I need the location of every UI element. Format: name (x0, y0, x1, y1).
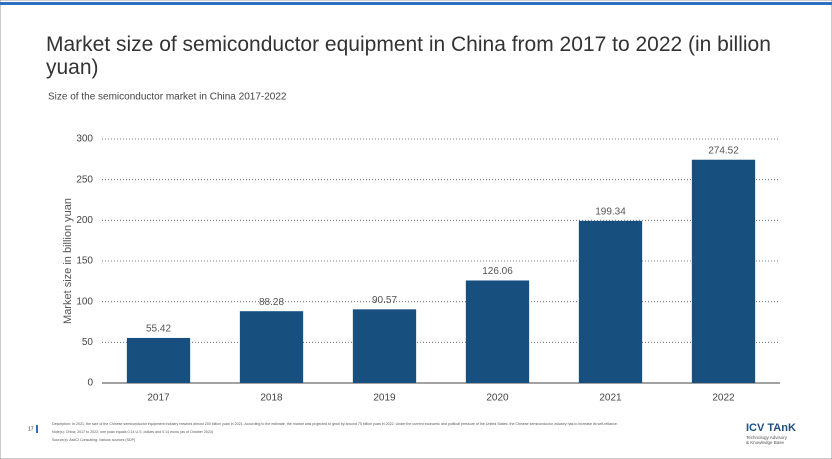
plot: 0 50 100 150 200 250 300 2017 55.42 2018 88.28 2019… (76, 134, 780, 404)
bar (578, 220, 643, 383)
bar (239, 311, 304, 383)
x-tick-label: 2019 (373, 393, 396, 404)
chart-subtitle: Size of the semiconductor market in Chin… (48, 92, 287, 103)
data-label: 55.42 (146, 324, 171, 335)
y-tick-label: 300 (76, 134, 93, 145)
data-label: 274.52 (708, 145, 739, 156)
x-tick-label: 2022 (712, 393, 735, 404)
top-rule (0, 2, 832, 5)
data-label: 90.57 (372, 295, 397, 306)
y-tick-label: 50 (82, 337, 94, 348)
x-tick-label: 2017 (147, 393, 170, 404)
logo-subtitle: & Knowledge Base (746, 440, 785, 445)
bar (465, 280, 530, 383)
y-axis-label: Market size in billion yuan (62, 198, 74, 324)
y-tick-label: 100 (76, 296, 93, 307)
page-number: 17 (28, 426, 34, 432)
y-tick-label: 150 (76, 256, 93, 267)
bar (691, 159, 756, 383)
footer-source: Source(s): AskCI Consulting; Various sou… (52, 438, 136, 442)
footer-note: Note(s): China; 2017 to 2022; one yuan e… (52, 430, 214, 434)
x-tick-label: 2018 (260, 393, 283, 404)
logo: ICV TAnK (746, 422, 796, 434)
data-label: 126.06 (482, 266, 513, 277)
y-tick-label: 200 (76, 215, 93, 226)
bar (126, 337, 191, 383)
data-label: 88.28 (259, 297, 284, 308)
footer-box: Description: In 2021, the size of the Ch… (52, 422, 618, 442)
bar (352, 309, 417, 383)
x-tick-label: 2020 (486, 393, 509, 404)
data-label: 199.34 (595, 207, 626, 218)
x-tick-label: 2021 (599, 393, 622, 404)
y-tick-label: 250 (76, 174, 93, 185)
title-box: Market size of semiconductor equipment i… (46, 33, 771, 79)
logo-subtitle: Technology Advisory (746, 435, 788, 440)
chart-title: Market size of semiconductor equipment i… (46, 33, 771, 79)
footer-description: Description: In 2021, the size of the Ch… (52, 422, 618, 426)
y-tick-label: 0 (87, 378, 93, 389)
page-marker (36, 425, 38, 433)
